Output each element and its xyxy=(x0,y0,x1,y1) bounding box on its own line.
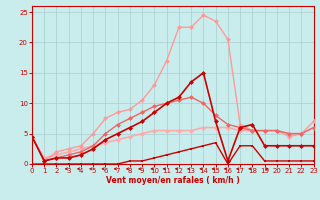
X-axis label: Vent moyen/en rafales ( km/h ): Vent moyen/en rafales ( km/h ) xyxy=(106,176,240,185)
